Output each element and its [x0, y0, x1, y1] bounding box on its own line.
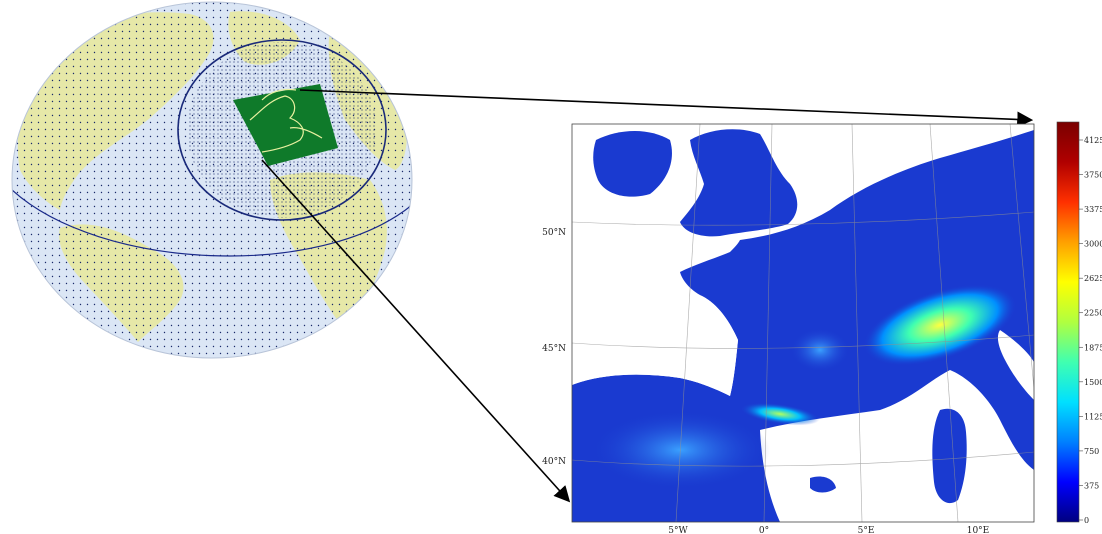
colorbar-tick-label: 0 — [1084, 516, 1089, 525]
map-pyrenees-relief — [740, 402, 820, 426]
colorbar: 4125375033753000262522501875150011257503… — [1056, 121, 1102, 525]
lat-label-50: 50°N — [542, 228, 566, 238]
globe-outline — [11, 1, 413, 359]
colorbar-tick-label: 1875 — [1084, 343, 1102, 352]
colorbar-tick-label: 375 — [1084, 481, 1099, 490]
lon-label-5w: 5°W — [668, 526, 688, 534]
equator-line — [12, 189, 412, 257]
colorbar-ticks: 4125375033753000262522501875150011257503… — [1079, 136, 1102, 525]
map-graticule — [572, 124, 1034, 522]
map-great-britain — [680, 129, 798, 237]
map-iberia-relief — [590, 410, 770, 490]
globe — [11, 1, 413, 359]
map-ireland — [593, 131, 672, 197]
arrow-to-map-bottom — [261, 159, 571, 503]
map-massif-central-relief — [790, 328, 850, 372]
colorbar-tick-label: 3750 — [1084, 171, 1102, 180]
domain-box — [233, 84, 338, 166]
lon-label-10e: 10°E — [967, 526, 990, 534]
colorbar-tick-label: 4125 — [1084, 136, 1102, 145]
colorbar-tick-label: 1500 — [1084, 378, 1102, 387]
lon-label-0: 0° — [759, 526, 769, 534]
colorbar-scale — [1056, 121, 1080, 523]
map-alps-relief — [863, 284, 1017, 366]
map-frame — [571, 123, 1035, 523]
map-balearics — [810, 476, 836, 493]
map-corsica-sardinia — [932, 408, 967, 504]
lon-label-5e: 5°E — [858, 526, 875, 534]
refinement-ring — [177, 39, 387, 221]
colorbar-tick-label: 3375 — [1084, 205, 1102, 214]
map-biscay-gulf — [572, 290, 738, 396]
arrow-to-map-top — [299, 89, 1034, 128]
zoomed-map: 50°N 45°N 40°N 5°W 0° 5°E 10°E — [542, 123, 1035, 534]
colorbar-tick-label: 750 — [1084, 447, 1099, 456]
lat-label-40: 40°N — [542, 457, 566, 467]
lat-label-45: 45°N — [542, 344, 566, 354]
map-adriatic — [997, 330, 1034, 400]
colorbar-tick-label: 2625 — [1084, 274, 1102, 283]
colorbar-tick-label: 1125 — [1084, 412, 1102, 421]
colorbar-tick-label: 2250 — [1084, 309, 1102, 318]
colorbar-tick-label: 3000 — [1084, 240, 1102, 249]
